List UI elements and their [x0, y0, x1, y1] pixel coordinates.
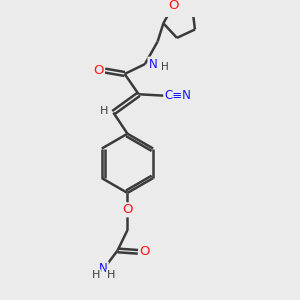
Text: H: H: [92, 270, 100, 280]
Text: H: H: [161, 62, 169, 73]
Text: O: O: [139, 245, 150, 258]
Text: N: N: [99, 262, 108, 275]
Text: O: O: [122, 203, 133, 216]
Text: N: N: [148, 58, 157, 70]
Text: C≡N: C≡N: [164, 89, 191, 102]
Text: H: H: [107, 270, 115, 280]
Text: H: H: [100, 106, 109, 116]
Text: O: O: [94, 64, 104, 76]
Text: O: O: [168, 0, 178, 12]
